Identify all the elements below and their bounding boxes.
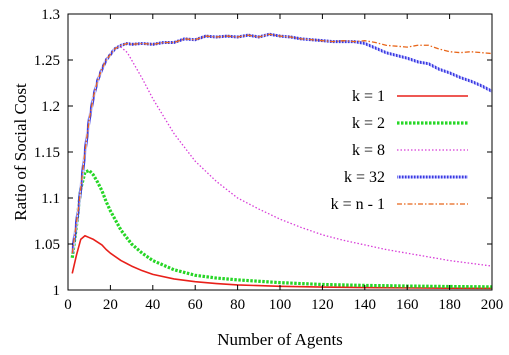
y-tick-label: 1 bbox=[53, 283, 61, 299]
x-tick-label: 160 bbox=[396, 297, 419, 313]
legend-label: k = 32 bbox=[344, 169, 385, 186]
series-line-1 bbox=[71, 234, 493, 290]
series-line-5 bbox=[71, 33, 493, 254]
y-tick-label: 1.05 bbox=[34, 237, 60, 253]
y-tick-label: 1.1 bbox=[41, 191, 60, 207]
tick-layer: 0 20 40 60 80 100 120 140 160 180 200 1 1.05 1.1 1.15 1… bbox=[34, 7, 504, 313]
x-tick-label: 20 bbox=[103, 297, 118, 313]
legend-label: k = 2 bbox=[352, 115, 385, 132]
series-line-2 bbox=[70, 168, 493, 289]
x-tick-label: 60 bbox=[188, 297, 203, 313]
series-layer bbox=[70, 32, 493, 290]
y-tick-label: 1.15 bbox=[34, 145, 60, 161]
x-tick-label: 100 bbox=[269, 297, 292, 313]
legend: k = 1 k = 2 k = 8 k = 32 k = n - 1 bbox=[331, 88, 468, 213]
legend-label: k = 8 bbox=[352, 142, 385, 159]
legend-label: k = 1 bbox=[352, 88, 385, 105]
x-tick-label: 120 bbox=[311, 297, 334, 313]
x-tick-label: 80 bbox=[230, 297, 245, 313]
x-tick-label: 140 bbox=[354, 297, 377, 313]
x-tick-label: 200 bbox=[481, 297, 504, 313]
x-tick-label: 0 bbox=[64, 297, 72, 313]
y-tick-label: 1.25 bbox=[34, 53, 60, 69]
y-axis-title: Ratio of Social Cost bbox=[11, 83, 30, 221]
legend-label: k = n - 1 bbox=[331, 196, 385, 213]
y-tick-label: 1.3 bbox=[41, 7, 60, 23]
x-axis-title: Number of Agents bbox=[217, 330, 343, 349]
plot-frame bbox=[67, 13, 493, 291]
x-tick-label: 40 bbox=[145, 297, 160, 313]
series-line-3 bbox=[71, 46, 493, 267]
x-tick-label: 180 bbox=[438, 297, 461, 313]
y-tick-label: 1.2 bbox=[41, 99, 60, 115]
